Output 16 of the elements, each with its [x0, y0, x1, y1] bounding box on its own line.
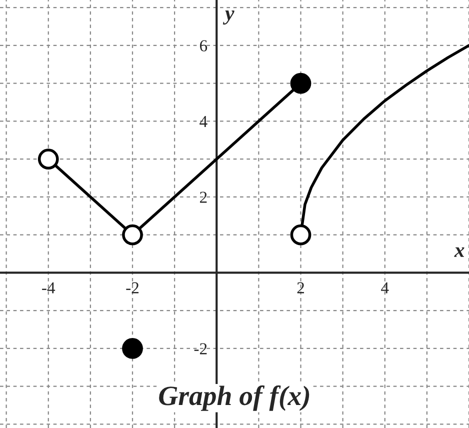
point: [38, 148, 59, 170]
x-tick-label: -4: [42, 282, 56, 294]
text: Graph of f(x): [159, 385, 310, 411]
y-tick-label: -2: [194, 343, 207, 354]
point: [122, 338, 143, 359]
y-tick-label: 4: [200, 116, 208, 127]
x-tick-label: -2: [126, 282, 139, 294]
point: [290, 224, 312, 246]
x-axis-title: x: [454, 247, 464, 257]
x-tick-label: 4: [381, 282, 389, 294]
point: [122, 224, 143, 246]
point: [290, 72, 312, 94]
y-axis-title: y: [222, 10, 234, 25]
y-tick-label: 6: [200, 40, 208, 52]
x-tick-label: 2: [297, 282, 304, 294]
y-tick-label: 2: [200, 192, 207, 203]
